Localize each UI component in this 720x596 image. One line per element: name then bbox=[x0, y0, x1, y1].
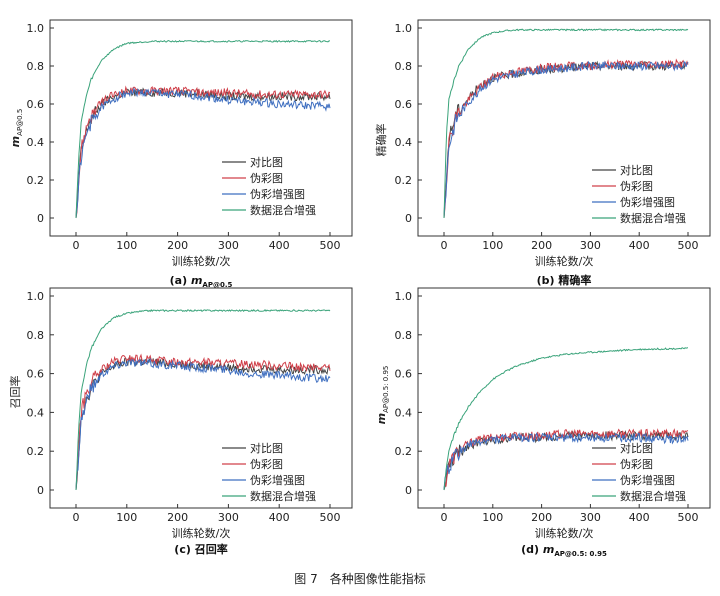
legend-label: 伪彩增强图 bbox=[620, 473, 675, 487]
x-tick-label: 200 bbox=[167, 511, 188, 524]
legend-label: 伪彩增强图 bbox=[620, 195, 675, 209]
series-line-3 bbox=[75, 39, 330, 219]
x-axis-label: 训练轮数/次 bbox=[535, 526, 594, 540]
y-tick-label: 0.2 bbox=[27, 445, 45, 458]
legend-label: 对比图 bbox=[250, 155, 283, 169]
x-tick-label: 0 bbox=[441, 239, 448, 252]
legend-label: 数据混合增强 bbox=[620, 211, 686, 225]
x-tick-label: 100 bbox=[116, 511, 137, 524]
series-line-2 bbox=[443, 432, 689, 491]
chart-panel-c: 0 0.2 0.4 0.6 0.8 1.0 0 100 200 300 400 500 训练轮数/次 召回… bbox=[8, 287, 353, 556]
y-axis-label: mAP@0.5: 0.95 bbox=[375, 366, 390, 425]
legend-label: 数据混合增强 bbox=[250, 203, 316, 217]
legend-label: 对比图 bbox=[250, 441, 283, 455]
plot-frame bbox=[49, 19, 353, 237]
y-tick-label: 0.6 bbox=[27, 368, 45, 381]
x-tick-label: 500 bbox=[678, 511, 699, 524]
x-axis-label: 训练轮数/次 bbox=[172, 254, 231, 268]
y-tick-label: 0.6 bbox=[27, 98, 45, 111]
panel-caption: (c) 召回率 bbox=[174, 542, 227, 556]
legend-label: 伪彩图 bbox=[250, 172, 283, 185]
y-tick-label: 0.6 bbox=[395, 98, 413, 111]
chart-panel-a: 0 0.2 0.4 0.6 0.8 1.0 0 100 200 300 400 500 训练轮数/次 mA… bbox=[9, 19, 353, 289]
panel-caption: (d) mAP@0.5: 0.95 bbox=[521, 543, 607, 558]
y-axis-label: 精确率 bbox=[374, 124, 388, 157]
chart-panel-d: 0 0.2 0.4 0.6 0.8 1.0 0 100 200 300 400 500 训练轮数/次 mA… bbox=[375, 287, 711, 558]
legend-label: 数据混合增强 bbox=[250, 489, 316, 503]
legend-label: 伪彩增强图 bbox=[250, 187, 305, 201]
y-tick-label: 0.8 bbox=[27, 329, 45, 342]
x-tick-label: 0 bbox=[73, 511, 80, 524]
y-tick-label: 0 bbox=[37, 484, 44, 497]
y-axis-label: 召回率 bbox=[8, 376, 22, 409]
y-tick-label: 0.4 bbox=[27, 136, 45, 149]
y-tick-label: 1.0 bbox=[27, 22, 45, 35]
series-line-2 bbox=[75, 357, 331, 491]
x-tick-label: 100 bbox=[482, 511, 503, 524]
legend-label: 伪彩增强图 bbox=[250, 473, 305, 487]
series-line-2 bbox=[75, 87, 331, 219]
legend-label: 数据混合增强 bbox=[620, 489, 686, 503]
legend-label: 对比图 bbox=[620, 163, 653, 177]
panel-caption: (b) 精确率 bbox=[537, 273, 592, 287]
y-tick-label: 0.8 bbox=[395, 60, 413, 73]
series-line-1 bbox=[75, 85, 331, 219]
legend-label: 伪彩图 bbox=[620, 458, 653, 471]
x-tick-label: 500 bbox=[320, 239, 341, 252]
plot-frame bbox=[417, 19, 711, 237]
y-tick-label: 0.6 bbox=[395, 368, 413, 381]
y-tick-label: 0 bbox=[405, 484, 412, 497]
x-axis-label: 训练轮数/次 bbox=[172, 526, 231, 540]
x-tick-label: 100 bbox=[482, 239, 503, 252]
y-tick-label: 0.2 bbox=[27, 174, 45, 187]
x-tick-label: 400 bbox=[629, 239, 650, 252]
panel-caption: (a) mAP@0.5 bbox=[170, 274, 233, 289]
x-tick-label: 300 bbox=[218, 511, 239, 524]
legend-label: 伪彩图 bbox=[250, 458, 283, 471]
y-tick-label: 0 bbox=[405, 212, 412, 225]
y-tick-label: 0.4 bbox=[27, 406, 45, 419]
series-line-2 bbox=[443, 60, 689, 219]
x-tick-label: 400 bbox=[269, 511, 290, 524]
series-line-3 bbox=[443, 347, 689, 491]
series-line-3 bbox=[443, 28, 689, 219]
y-tick-label: 0.2 bbox=[395, 445, 413, 458]
series-line-1 bbox=[75, 353, 331, 491]
y-tick-label: 1.0 bbox=[395, 290, 413, 303]
y-axis-label: mAP@0.5 bbox=[9, 109, 24, 148]
y-tick-label: 0 bbox=[37, 212, 44, 225]
x-tick-label: 300 bbox=[218, 239, 239, 252]
series-line-1 bbox=[443, 58, 689, 219]
series-line-1 bbox=[443, 428, 689, 491]
plot-frame bbox=[417, 287, 711, 509]
y-tick-label: 0.8 bbox=[395, 329, 413, 342]
y-tick-label: 0.4 bbox=[395, 406, 413, 419]
x-tick-label: 0 bbox=[441, 511, 448, 524]
x-tick-label: 400 bbox=[629, 511, 650, 524]
x-tick-label: 0 bbox=[73, 239, 80, 252]
x-tick-label: 400 bbox=[269, 239, 290, 252]
x-tick-label: 500 bbox=[320, 511, 341, 524]
y-tick-label: 0.2 bbox=[395, 174, 413, 187]
y-tick-label: 1.0 bbox=[27, 290, 45, 303]
series-line-3 bbox=[75, 309, 331, 491]
x-tick-label: 200 bbox=[531, 239, 552, 252]
chart-panel-b: 0 0.2 0.4 0.6 0.8 1.0 0 100 200 300 400 500 训练轮数/次 精确… bbox=[374, 19, 711, 287]
figure-caption: 图 7 各种图像性能指标 bbox=[294, 571, 425, 586]
x-axis-label: 训练轮数/次 bbox=[535, 254, 594, 268]
x-tick-label: 300 bbox=[580, 239, 601, 252]
legend-label: 对比图 bbox=[620, 441, 653, 455]
x-tick-label: 200 bbox=[167, 239, 188, 252]
x-tick-label: 300 bbox=[580, 511, 601, 524]
plot-frame bbox=[49, 287, 353, 509]
x-tick-label: 100 bbox=[116, 239, 137, 252]
y-tick-label: 0.4 bbox=[395, 136, 413, 149]
x-tick-label: 500 bbox=[678, 239, 699, 252]
y-tick-label: 0.8 bbox=[27, 60, 45, 73]
legend-label: 伪彩图 bbox=[620, 180, 653, 193]
x-tick-label: 200 bbox=[531, 511, 552, 524]
y-tick-label: 1.0 bbox=[395, 22, 413, 35]
